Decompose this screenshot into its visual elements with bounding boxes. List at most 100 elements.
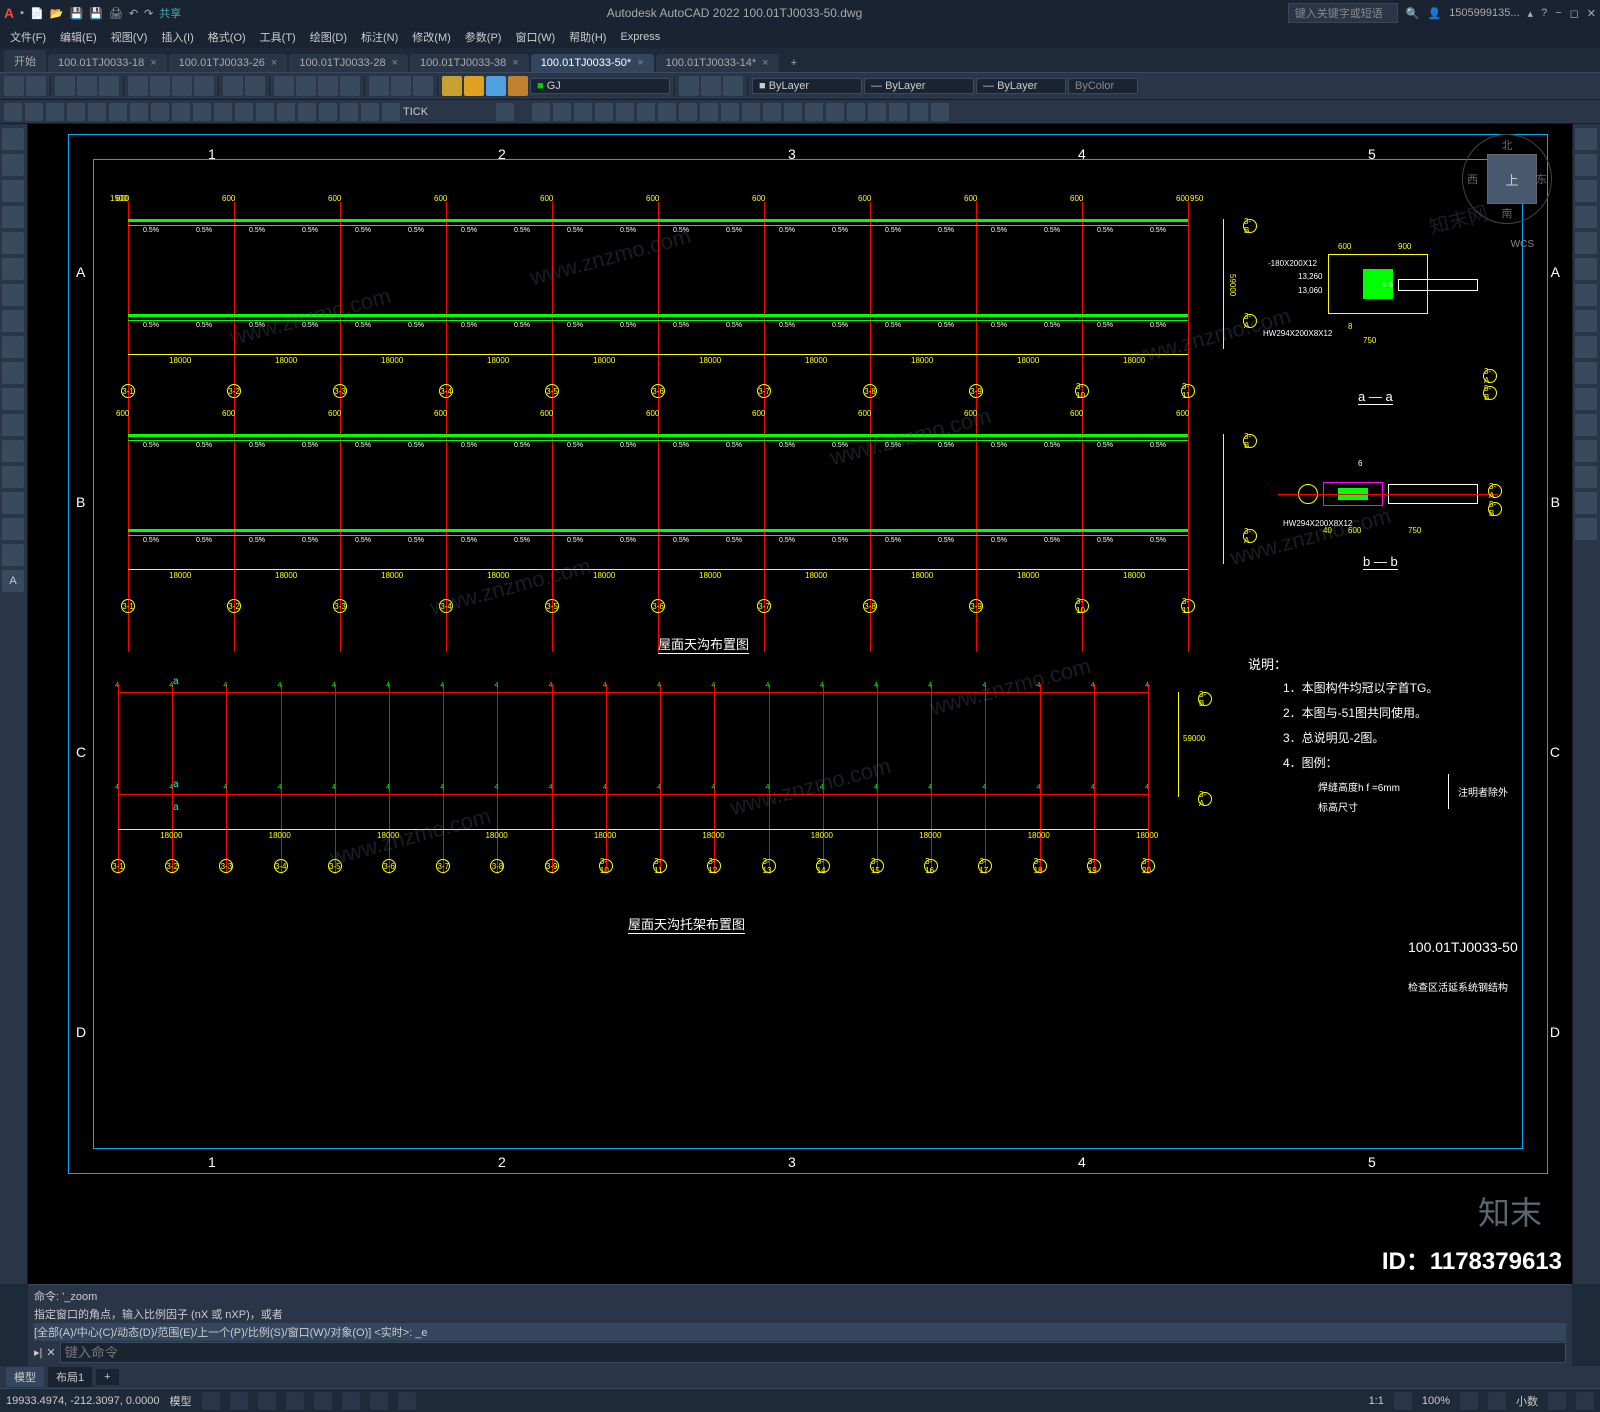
qat-new-icon[interactable]: 📄 (30, 7, 44, 20)
open-icon[interactable] (26, 76, 46, 96)
file-tab[interactable]: 100.01TJ0033-50*× (531, 54, 654, 72)
snap-icon[interactable] (230, 1392, 248, 1410)
scale-icon[interactable] (1575, 310, 1597, 332)
m6-icon[interactable] (637, 103, 655, 121)
dimrad-icon[interactable] (109, 103, 127, 121)
m20-icon[interactable] (931, 103, 949, 121)
m18-icon[interactable] (889, 103, 907, 121)
layer-dropdown[interactable]: ■ GJ (530, 78, 670, 94)
qat-save-icon[interactable]: 💾 (69, 7, 83, 20)
transparency-icon[interactable] (398, 1392, 416, 1410)
m12-icon[interactable] (763, 103, 781, 121)
dimbase-icon[interactable] (172, 103, 190, 121)
layout-add[interactable]: + (96, 1369, 118, 1385)
m8-icon[interactable] (679, 103, 697, 121)
layout-model[interactable]: 模型 (6, 1367, 44, 1387)
menu-window[interactable]: 窗口(W) (509, 27, 561, 47)
pline-icon[interactable] (2, 154, 24, 176)
search-icon[interactable]: 🔍 (1406, 7, 1420, 20)
lineweight-dropdown[interactable]: — ByLayer (976, 78, 1066, 94)
m11-icon[interactable] (742, 103, 760, 121)
file-tab[interactable]: 100.01TJ0033-28× (289, 54, 408, 72)
menu-view[interactable]: 视图(V) (105, 27, 154, 47)
dimlin-icon[interactable] (25, 103, 43, 121)
wipeout-icon[interactable] (2, 518, 24, 540)
user-label[interactable]: 1505999135... (1449, 7, 1519, 19)
menu-edit[interactable]: 编辑(E) (54, 27, 103, 47)
tab-add[interactable]: + (781, 54, 807, 72)
dimjog-icon[interactable] (319, 103, 337, 121)
undo-icon[interactable] (223, 76, 243, 96)
command-input[interactable] (60, 1342, 1566, 1363)
circle-icon[interactable] (2, 180, 24, 202)
app-logo[interactable]: A (4, 5, 14, 21)
layer-icon[interactable] (442, 76, 462, 96)
maximize-icon[interactable]: ◻ (1570, 7, 1579, 20)
m13-icon[interactable] (784, 103, 802, 121)
m7-icon[interactable] (658, 103, 676, 121)
osnap-icon[interactable] (314, 1392, 332, 1410)
status-zoom[interactable]: 100% (1422, 1395, 1450, 1407)
qat-icon[interactable]: ▪ (20, 7, 24, 19)
tab-close-icon[interactable]: × (150, 57, 156, 69)
match-icon[interactable] (194, 76, 214, 96)
erase-icon[interactable] (1575, 128, 1597, 150)
m10-icon[interactable] (721, 103, 739, 121)
menu-help[interactable]: 帮助(H) (563, 27, 612, 47)
hatch-icon[interactable] (2, 284, 24, 306)
polar-icon[interactable] (286, 1392, 304, 1410)
block-icon[interactable] (2, 414, 24, 436)
m2-icon[interactable] (553, 103, 571, 121)
dimstyle-dropdown[interactable]: TICK (403, 106, 493, 118)
m9-icon[interactable] (700, 103, 718, 121)
tpalette-icon[interactable] (413, 76, 433, 96)
tab-close-icon[interactable]: × (637, 57, 643, 69)
break-icon[interactable] (1575, 414, 1597, 436)
menu-file[interactable]: 文件(F) (4, 27, 52, 47)
lock-icon[interactable] (508, 76, 528, 96)
copy2-icon[interactable] (1575, 154, 1597, 176)
dimspace-icon[interactable] (214, 103, 232, 121)
m15-icon[interactable] (826, 103, 844, 121)
file-tab[interactable]: 100.01TJ0033-38× (410, 54, 529, 72)
gear-icon[interactable] (1460, 1392, 1478, 1410)
fillet-icon[interactable] (1575, 492, 1597, 514)
menu-tools[interactable]: 工具(T) (254, 27, 302, 47)
color-dropdown[interactable]: ■ ByLayer (752, 78, 862, 94)
props-icon[interactable] (369, 76, 389, 96)
dimbreak-icon[interactable] (235, 103, 253, 121)
ortho-icon[interactable] (258, 1392, 276, 1410)
m17-icon[interactable] (868, 103, 886, 121)
print-icon[interactable] (77, 76, 97, 96)
explode-icon[interactable] (1575, 518, 1597, 540)
help-search[interactable]: 键入关键字或短语 (1288, 3, 1398, 23)
new-icon[interactable] (4, 76, 24, 96)
stretch-icon[interactable] (1575, 336, 1597, 358)
linetype-dropdown[interactable]: — ByLayer (864, 78, 974, 94)
dimtedit-icon[interactable] (361, 103, 379, 121)
join-icon[interactable] (1575, 440, 1597, 462)
table-icon[interactable] (2, 440, 24, 462)
menu-express[interactable]: Express (614, 29, 666, 45)
m19-icon[interactable] (910, 103, 928, 121)
m1-icon[interactable] (532, 103, 550, 121)
qat-print-icon[interactable]: 🖨 (109, 7, 123, 20)
copy-icon[interactable] (150, 76, 170, 96)
laystate-icon[interactable] (701, 76, 721, 96)
iso-icon[interactable] (1488, 1392, 1506, 1410)
line-icon[interactable] (2, 128, 24, 150)
m16-icon[interactable] (847, 103, 865, 121)
layout-1[interactable]: 布局1 (48, 1367, 92, 1387)
redo-icon[interactable] (245, 76, 265, 96)
custom-icon[interactable] (1576, 1392, 1594, 1410)
rect-icon[interactable] (2, 232, 24, 254)
offset-icon[interactable] (1575, 206, 1597, 228)
file-tab[interactable]: 100.01TJ0033-18× (48, 54, 167, 72)
preview-icon[interactable] (99, 76, 119, 96)
layiso-icon[interactable] (723, 76, 743, 96)
extend-icon[interactable] (1575, 388, 1597, 410)
drawing-canvas[interactable]: AABBCCDD11223344550.5%0.5%0.5%0.5%0.5%0.… (28, 124, 1572, 1284)
paste-icon[interactable] (172, 76, 192, 96)
m5-icon[interactable] (616, 103, 634, 121)
autodesk-icon[interactable]: ▴ (1528, 7, 1534, 20)
